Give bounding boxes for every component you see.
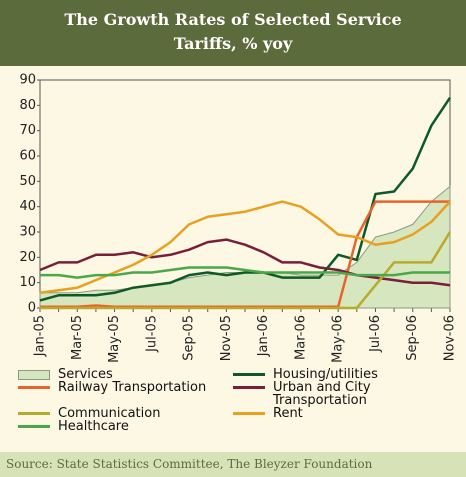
legend-swatch: [233, 386, 265, 389]
x-tick-label: Mar-06: [293, 315, 308, 360]
y-tick-label: 0: [28, 301, 36, 316]
legend-swatch: [18, 425, 50, 428]
legend-swatch: [18, 412, 50, 415]
legend-item: Healthcare: [18, 420, 233, 433]
x-tick-label: Jan-05: [33, 315, 48, 357]
y-tick-label: 80: [19, 98, 36, 113]
y-tick-label: 10: [19, 275, 36, 290]
y-tick-label: 90: [19, 73, 36, 88]
x-tick-label: Mar-05: [70, 315, 85, 360]
area: [39, 185, 451, 309]
y-tick-label: 70: [19, 123, 36, 138]
legend-label: Healthcare: [58, 419, 129, 434]
x-tick-label: May-05: [107, 315, 122, 363]
legend-label: Communication: [58, 406, 161, 421]
legend-label: Urban and City Transportation: [273, 380, 371, 408]
legend-swatch: [18, 386, 50, 389]
legend-item: Services: [18, 368, 233, 381]
legend-item: Communication: [18, 407, 233, 420]
line: [40, 231, 452, 310]
x-tick-label: Sep-05: [182, 315, 197, 361]
legend: Services Housing/utilities Railway Transpo…: [18, 368, 458, 433]
legend-item: Railway Transportation: [18, 381, 233, 407]
legend-item: Housing/utilities: [233, 368, 448, 381]
legend-label: Railway Transportation: [58, 380, 207, 395]
x-tick-label: Jan-06: [256, 315, 271, 357]
chart: 0 10 20 30 40 50 60 70 80 90 Jan-05 Mar-05 May-05 Jul…: [19, 73, 458, 363]
legend-swatch: [18, 370, 50, 380]
x-tick-label: May-06: [331, 315, 346, 363]
x-tick-label: Jul-05: [144, 315, 159, 353]
source: Source: State Statistics Committee, The …: [0, 452, 466, 477]
legend-label: Rent: [273, 406, 303, 421]
x-tick-label: Sep-06: [405, 315, 420, 361]
legend-swatch: [233, 412, 265, 415]
line: [40, 200, 450, 308]
legend-item: Urban and City Transportation: [233, 381, 448, 407]
line: [40, 266, 450, 279]
legend-swatch: [233, 373, 265, 376]
x-tick-label: Nov-06: [443, 315, 458, 361]
x-tick-label: Nov-05: [219, 315, 234, 361]
chart-title: The Growth Rates of Selected Service Tar…: [0, 0, 466, 66]
legend-label: Services: [58, 367, 113, 382]
x-tick-label: Jul-06: [368, 315, 383, 353]
legend-item: Rent: [233, 407, 448, 420]
line: [39, 97, 452, 302]
y-tick-label: 40: [19, 199, 36, 214]
y-tick-label: 50: [19, 174, 36, 189]
y-tick-label: 30: [19, 225, 36, 240]
legend-label: Housing/utilities: [273, 367, 378, 382]
y-tick-label: 60: [19, 149, 36, 164]
y-tick-label: 20: [19, 250, 36, 265]
